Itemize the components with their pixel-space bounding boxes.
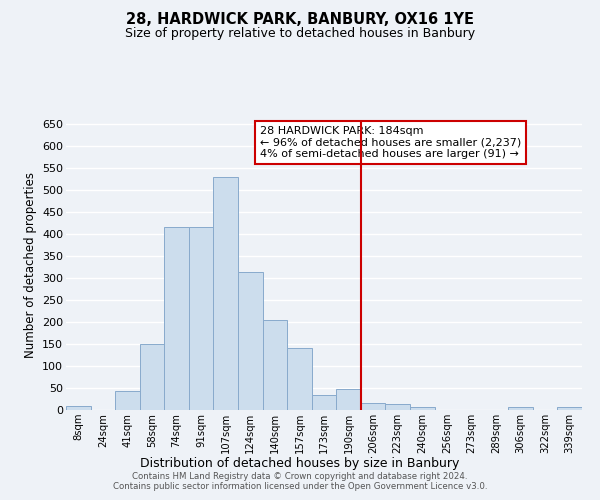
Bar <box>410 408 434 410</box>
Bar <box>312 394 336 410</box>
Bar <box>287 348 312 410</box>
Bar <box>508 407 533 410</box>
Bar <box>361 404 385 410</box>
Bar <box>164 227 189 410</box>
Bar <box>238 272 263 410</box>
Text: Contains public sector information licensed under the Open Government Licence v3: Contains public sector information licen… <box>113 482 487 491</box>
Text: 28 HARDWICK PARK: 184sqm
← 96% of detached houses are smaller (2,237)
4% of semi: 28 HARDWICK PARK: 184sqm ← 96% of detach… <box>260 126 521 159</box>
Y-axis label: Number of detached properties: Number of detached properties <box>23 172 37 358</box>
Bar <box>336 389 361 410</box>
Bar <box>385 404 410 410</box>
Bar <box>66 406 91 410</box>
Bar <box>115 390 140 410</box>
Text: Size of property relative to detached houses in Banbury: Size of property relative to detached ho… <box>125 28 475 40</box>
Bar <box>263 320 287 410</box>
Text: 28, HARDWICK PARK, BANBURY, OX16 1YE: 28, HARDWICK PARK, BANBURY, OX16 1YE <box>126 12 474 28</box>
Bar <box>214 177 238 410</box>
Bar <box>557 407 582 410</box>
Text: Contains HM Land Registry data © Crown copyright and database right 2024.: Contains HM Land Registry data © Crown c… <box>132 472 468 481</box>
Bar <box>189 227 214 410</box>
Text: Distribution of detached houses by size in Banbury: Distribution of detached houses by size … <box>140 458 460 470</box>
Bar <box>140 344 164 410</box>
